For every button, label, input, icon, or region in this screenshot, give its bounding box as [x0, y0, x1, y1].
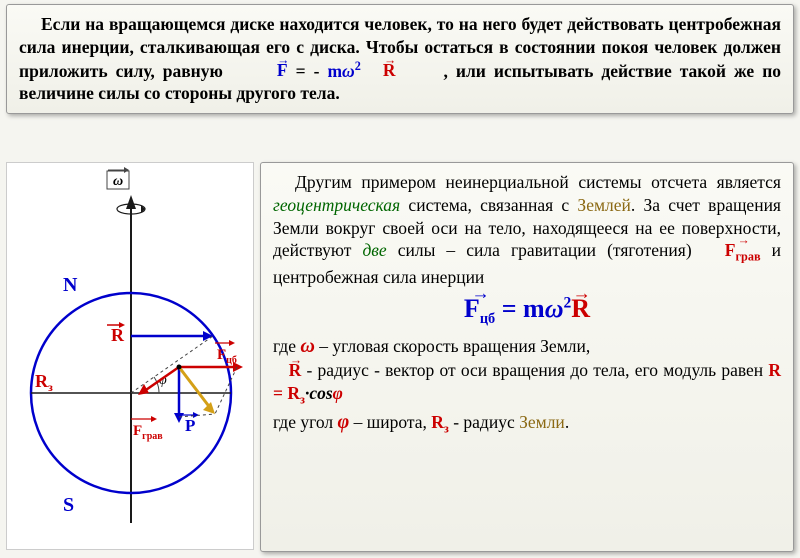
Fgrav-vector — [143, 367, 179, 392]
formula-F-vec: → F — [255, 59, 288, 82]
r-p4sub: з — [444, 421, 449, 435]
top-text-panel: Если на вращающемся диске находится чело… — [6, 4, 794, 114]
Fcb-label: Fцб — [217, 347, 237, 366]
Rz-label: Rз — [35, 371, 53, 394]
r-t4: силы – сила гравитации (тяготения) — [387, 240, 703, 260]
resultant-vector — [179, 367, 211, 409]
r-p4b: – широта, — [354, 412, 432, 432]
earth-diagram: ω N S R φ Fцб Fграв — [6, 162, 254, 550]
Fgrav-label: Fграв — [133, 423, 163, 442]
right-para-2: где ω – угловая скорость вращения Земли, — [273, 333, 781, 359]
formula-m: m — [327, 60, 342, 80]
radial-to-P — [131, 336, 213, 393]
big-omega: ω — [545, 294, 564, 323]
r-p3cos: ·cos — [305, 383, 333, 403]
r-geo: геоцентрическая — [273, 195, 400, 215]
r-p4Rz: R — [431, 412, 444, 432]
big-sq: 2 — [564, 295, 572, 312]
big-F: →Fцб — [464, 292, 495, 329]
formula-R-vec: → R — [361, 59, 396, 82]
r-p4c: - радиус — [453, 412, 519, 432]
north-label: N — [63, 274, 78, 296]
r-p4phi: φ — [337, 411, 349, 433]
P-label: P — [185, 416, 195, 435]
r-p3a: - радиус - вектор от оси вращения до тел… — [307, 360, 769, 380]
diagram-svg: ω N S R φ Fцб Fграв — [7, 163, 255, 551]
axis-arrowhead — [126, 195, 136, 209]
Fgrav-vec-over-arrow — [151, 416, 157, 422]
right-para-3: →R - радиус - вектор от оси вращения до … — [273, 359, 781, 408]
r-earth: Землей — [577, 195, 630, 215]
right-para-1: Другим примером неинерциальной системы о… — [273, 171, 781, 288]
r-two: две — [362, 240, 386, 260]
top-paragraph: Если на вращающемся диске находится чело… — [19, 13, 781, 105]
formula-omega: ω — [342, 60, 355, 80]
point-P — [177, 365, 182, 370]
resultant-arrowhead — [203, 402, 215, 414]
omega-label: ω — [113, 174, 123, 189]
r-p4earth: Земли — [519, 412, 565, 432]
r-p3phi: φ — [333, 383, 343, 403]
r-t2: система, связанная с — [400, 195, 577, 215]
south-label: S — [63, 494, 74, 516]
R-label: R — [111, 325, 125, 345]
r-p4d: . — [565, 412, 569, 432]
r-R-vec: →R — [289, 359, 302, 382]
formula-eq: = - — [296, 60, 320, 80]
right-text-panel: Другим примером неинерциальной системы о… — [260, 162, 794, 552]
centrifugal-formula: →Fцб = mω2→R — [273, 292, 781, 329]
right-para-4: где угол φ – широта, Rз - радиус Земли. — [273, 409, 781, 437]
big-eq: = m — [502, 294, 545, 323]
r-omega: ω — [300, 335, 315, 357]
r-p4a: где угол — [273, 412, 337, 432]
fgrav-inline: →Fграв — [703, 239, 761, 265]
Fcb-vec-over-arrow — [229, 340, 235, 346]
big-R: →R — [571, 292, 590, 326]
r-t1: Другим примером неинерциальной системы о… — [295, 172, 781, 192]
r-p2b: – угловая скорость вращения Земли, — [319, 336, 590, 356]
omega-vec-arrow — [124, 167, 129, 173]
P-arrowhead — [174, 413, 184, 423]
